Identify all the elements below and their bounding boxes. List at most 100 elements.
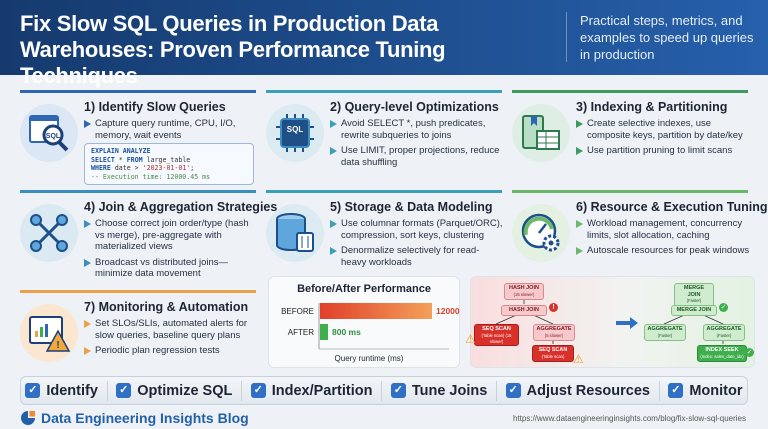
section-title: 7) Monitoring & Automation <box>84 300 249 314</box>
checklist-item[interactable]: ✓ Monitor <box>668 382 743 399</box>
section-divider <box>20 190 256 193</box>
section-divider <box>266 190 502 193</box>
section-6: 6) Resource & Execution Tuning Workload … <box>512 190 767 286</box>
plan-node-seq-scan-right: SEQ SCAN (Table scan) <box>532 345 574 362</box>
section-7: ! 7) Monitoring & Automation Set SLOs/SL… <box>20 290 256 386</box>
section-bullets: Use columnar formats (Parquet/ORC), comp… <box>330 218 504 272</box>
blog-logo-icon <box>21 411 35 425</box>
x-axis-label: Query runtime (ms) <box>334 354 404 363</box>
plan-node-index-seek: INDEX SEEK (Index: sales_date_idx) <box>697 345 747 362</box>
section-divider <box>20 290 256 293</box>
warning-icon: ⚠ <box>465 332 476 346</box>
checklist-item[interactable]: ✓ Tune Joins <box>390 382 488 399</box>
bullet-item: Workload management, concurrency limits,… <box>576 218 750 241</box>
monitor-alert-icon: ! <box>20 304 78 362</box>
explain-code-block: EXPLAIN ANALYZE SELECT * FROM large_tabl… <box>84 143 254 185</box>
checkbox-checked-icon[interactable]: ✓ <box>390 383 406 398</box>
bullet-item: Choose correct join order/type (hash vs … <box>84 218 258 253</box>
value-label: 12000 ms <box>436 306 461 316</box>
section-divider <box>512 90 748 93</box>
checklist-label: Adjust Resources <box>526 382 650 399</box>
query-plan-comparison: HASH JOIN (15 slower) HASH JOIN ! SEQ SCA… <box>465 276 755 368</box>
svg-text:!: ! <box>56 340 59 351</box>
checkbox-checked-icon[interactable]: ✓ <box>505 383 521 398</box>
section-title: 6) Resource & Execution Tuning <box>576 200 768 214</box>
checklist-item[interactable]: ✓ Identify <box>25 383 98 399</box>
bullet-item: Broadcast vs distributed joins—minimize … <box>84 257 258 280</box>
divider <box>381 380 383 401</box>
section-title: 5) Storage & Data Modeling <box>330 200 493 214</box>
bullet-item: Avoid SELECT *, push predicates, rewrite… <box>330 118 504 141</box>
code-keyword: FROM <box>126 155 143 164</box>
check-icon: ✓ <box>719 303 728 312</box>
error-icon: ! <box>549 303 558 312</box>
checkbox-checked-icon[interactable]: ✓ <box>668 383 684 398</box>
section-2: SQL 2) Query-level Optimizations Avoid S… <box>266 90 502 186</box>
section-1: SQL 1) Identify Slow Queries Capture que… <box>20 90 256 186</box>
checklist-label: Monitor <box>689 382 743 399</box>
bullet-item: Use columnar formats (Parquet/ORC), comp… <box>330 218 504 241</box>
gauge-gear-icon <box>512 204 570 262</box>
divider <box>495 380 497 401</box>
section-title: 1) Identify Slow Queries <box>84 100 226 114</box>
section-3: 3) Indexing & Partitioning Create select… <box>512 90 748 186</box>
checklist-item[interactable]: ✓ Adjust Resources <box>505 382 650 399</box>
checklist-label: Optimize SQL <box>137 382 233 399</box>
section-bullets: Choose correct join order/type (hash vs … <box>84 218 258 284</box>
checklist-item[interactable]: ✓ Optimize SQL <box>116 383 232 399</box>
category-label: BEFORE <box>281 307 314 316</box>
checklist-label: Tune Joins <box>411 382 488 399</box>
sql-chip-icon: SQL <box>266 104 324 162</box>
code-line: EXPLAIN ANALYZE <box>91 147 151 155</box>
section-bullets: Set SLOs/SLIs, automated alerts for slow… <box>84 318 258 361</box>
section-divider <box>20 90 256 93</box>
arrow-right-icon <box>616 317 638 329</box>
category-label: AFTER <box>288 328 314 337</box>
bullet-item: Autoscale resources for peak windows <box>576 245 750 257</box>
bullet-item: Periodic plan regression tests <box>84 345 258 357</box>
plan-node-aggregate-left: AGGREGATE (Faster) <box>644 324 686 341</box>
section-bullets: Workload management, concurrency limits,… <box>576 218 750 261</box>
code-keyword: WHERE <box>91 164 111 172</box>
page-title: Fix Slow SQL Queries in Production Data … <box>20 11 446 88</box>
checkbox-checked-icon[interactable]: ✓ <box>25 383 41 398</box>
code-text: * <box>114 155 127 164</box>
code-text: date > <box>110 164 143 172</box>
bullet-item: Use LIMIT, proper projections, reduce da… <box>330 145 504 168</box>
plan-node-hash-join: HASH JOIN <box>501 305 547 316</box>
checklist-label: Index/Partition <box>271 382 373 399</box>
code-text: ; <box>190 164 195 172</box>
code-text: large_table <box>142 155 191 164</box>
section-5: 5) Storage & Data Modeling Use columnar … <box>266 190 504 286</box>
svg-text:SQL: SQL <box>287 125 304 134</box>
section-bullets: Avoid SELECT *, push predicates, rewrite… <box>330 118 504 172</box>
database-icon <box>266 204 324 262</box>
svg-text:SQL: SQL <box>46 133 61 140</box>
index-table-icon <box>512 104 570 162</box>
checklist-item[interactable]: ✓ Index/Partition <box>250 382 373 399</box>
bar-before <box>320 303 432 319</box>
code-keyword: SELECT <box>91 155 115 164</box>
divider <box>658 380 660 401</box>
header-banner: Fix Slow SQL Queries in Production Data … <box>0 0 768 88</box>
section-bullets: Create selective indexes, use composite … <box>576 118 750 161</box>
article-url[interactable]: https://www.dataengineeringinsights.com/… <box>513 414 746 423</box>
checklist-bar: ✓ Identify ✓ Optimize SQL ✓ Index/Partition ✓ T… <box>20 376 748 405</box>
plan-node-aggregate: AGGREGATE (5 slower) <box>533 324 575 341</box>
divider <box>106 380 108 401</box>
header-divider <box>566 12 567 62</box>
plan-node-merge-join-top: MERGE JOIN (Faster) <box>674 283 714 307</box>
checkbox-checked-icon[interactable]: ✓ <box>116 383 132 398</box>
sql-magnifier-icon: SQL <box>20 104 78 162</box>
code-comment: -- Execution time: 12000.45 ms <box>91 172 211 181</box>
bullet-item: Use partition pruning to limit scans <box>576 145 750 157</box>
chart-plot: BEFORE 12000 ms AFTER 800 ms <box>281 303 461 350</box>
bullet-item: Denormalize selectively for read-heavy w… <box>330 245 504 268</box>
section-title: 3) Indexing & Partitioning <box>576 100 728 114</box>
checklist-label: Identify <box>46 382 98 399</box>
checkbox-checked-icon[interactable]: ✓ <box>250 383 266 398</box>
section-divider <box>512 190 748 193</box>
section-4: 4) Join & Aggregation Strategies Choose … <box>20 190 277 286</box>
brand-name: Data Engineering Insights Blog <box>41 410 249 426</box>
bullet-item: Set SLOs/SLIs, automated alerts for slow… <box>84 318 258 341</box>
